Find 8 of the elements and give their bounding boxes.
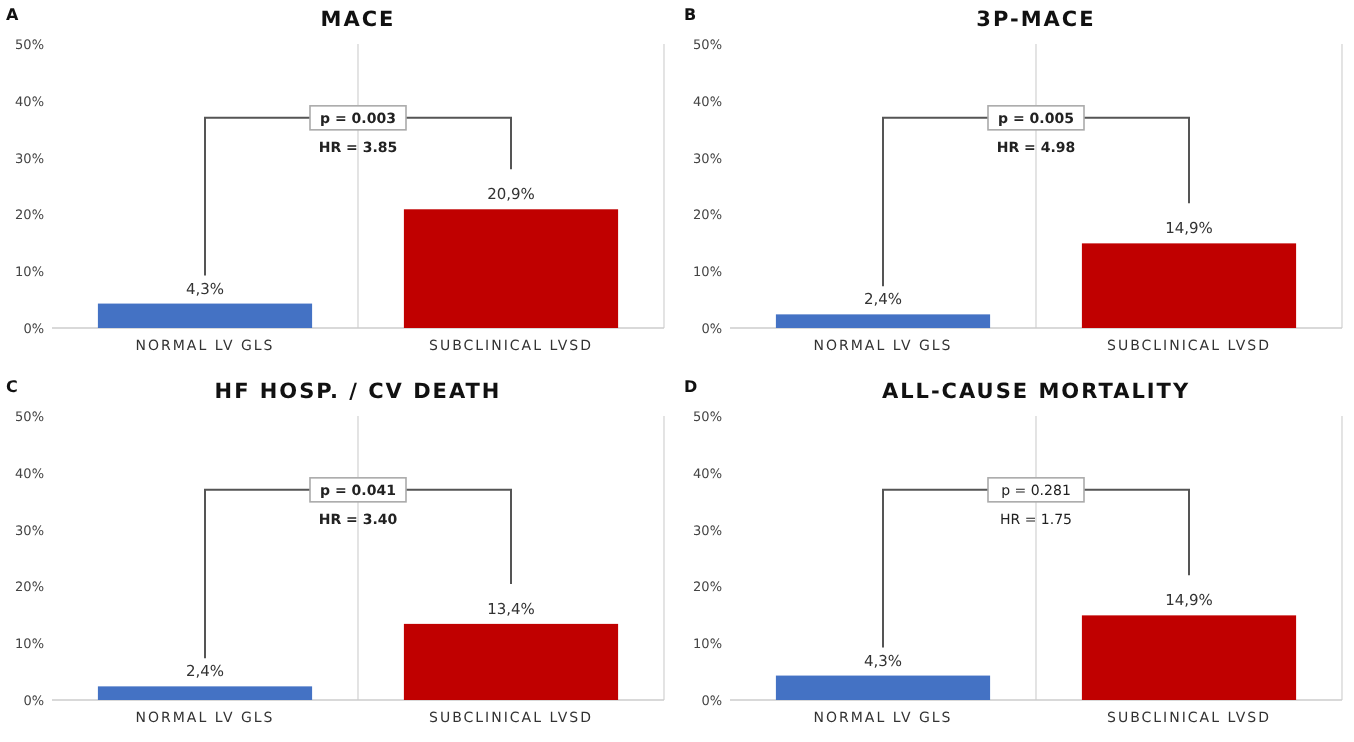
chart-title: 3P-MACE (976, 8, 1096, 32)
chart-title: MACE (320, 8, 396, 32)
chart-title: HF HOSP. / CV DEATH (214, 380, 502, 404)
text: C (6, 378, 18, 396)
chart-title: ALL-CAUSE MORTALITY (881, 380, 1191, 404)
text: B (684, 6, 697, 24)
text: A (6, 6, 20, 24)
text: D (684, 378, 698, 396)
